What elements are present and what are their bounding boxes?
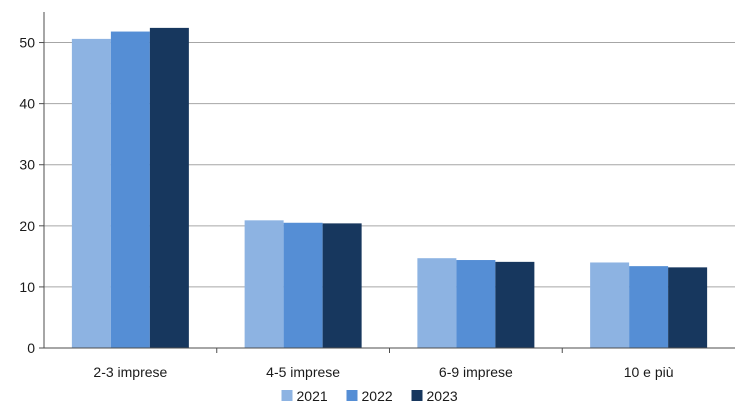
- legend-swatch-2023: [411, 390, 423, 401]
- bar-2021-3: [417, 258, 457, 348]
- bar-2021-2: [244, 220, 284, 348]
- bar-2023-1: [149, 27, 189, 348]
- y-tick-label: 40: [19, 96, 35, 112]
- x-tick-label: 10 e più: [624, 364, 674, 380]
- y-tick-label: 0: [27, 340, 35, 356]
- x-tick-labels: 2-3 imprese 4-5 imprese 6-9 imprese 10 e pi…: [93, 348, 674, 380]
- y-tick-label: 50: [19, 35, 35, 51]
- bars: [71, 27, 708, 348]
- x-tick-label: 6-9 imprese: [439, 364, 513, 380]
- legend-label-2023: 2023: [427, 388, 458, 404]
- x-tick-label: 4-5 imprese: [266, 364, 340, 380]
- bar-2022-3: [456, 260, 496, 348]
- bar-2021-1: [71, 38, 111, 348]
- bar-2023-2: [322, 223, 362, 348]
- y-tick-label: 30: [19, 157, 35, 173]
- legend-label-2021: 2021: [297, 388, 328, 404]
- legend: 2021 2022 2023: [281, 388, 458, 404]
- x-tick-label: 2-3 imprese: [93, 364, 167, 380]
- bar-2022-2: [283, 222, 323, 348]
- y-tick-label: 10: [19, 279, 35, 295]
- y-tick-labels: 0 10 20 30 40 50: [19, 35, 35, 356]
- legend-swatch-2022: [346, 390, 358, 401]
- bar-2021-4: [590, 262, 630, 348]
- bar-2022-4: [629, 266, 669, 348]
- bar-2023-4: [668, 267, 708, 348]
- legend-swatch-2021: [281, 390, 293, 401]
- y-tick-label: 20: [19, 218, 35, 234]
- bar-2023-3: [495, 261, 535, 348]
- bar-2022-1: [110, 31, 150, 348]
- legend-label-2022: 2022: [362, 388, 393, 404]
